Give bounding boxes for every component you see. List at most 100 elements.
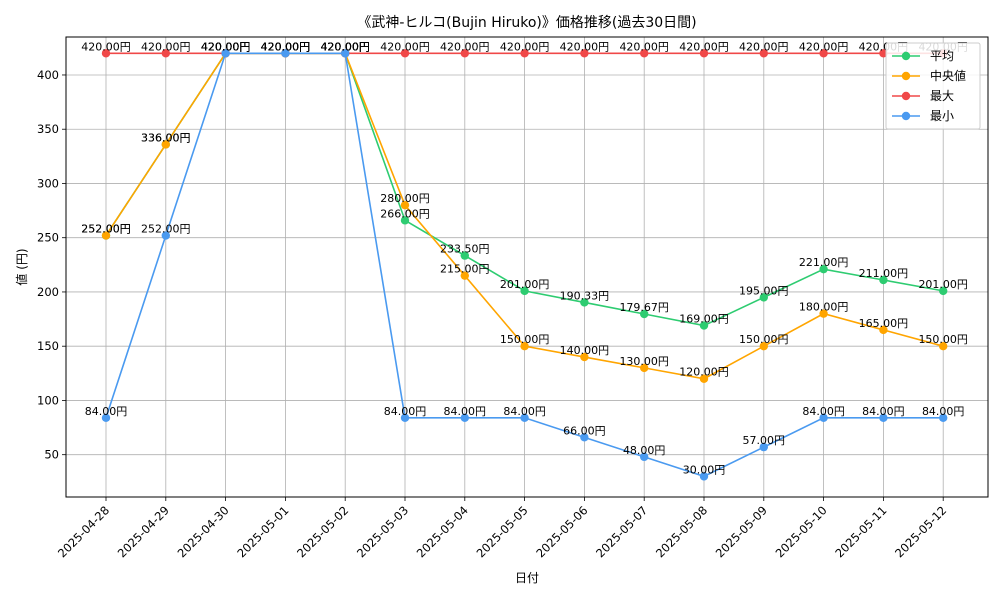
- data-label: 420.00円: [261, 40, 311, 53]
- data-label: 420.00円: [679, 40, 729, 53]
- data-point: [580, 433, 589, 442]
- data-label: 420.00円: [81, 40, 131, 53]
- data-point: [460, 49, 469, 58]
- data-point: [879, 325, 888, 335]
- data-label: 420.00円: [201, 40, 251, 53]
- data-point: [640, 363, 649, 373]
- legend-item: 最小: [892, 109, 954, 123]
- data-point: [699, 321, 709, 330]
- data-label: 420.00円: [201, 40, 251, 53]
- x-tick-label: 2025-05-02: [294, 503, 351, 560]
- chart-title: 《武神-ヒルコ(Bujin Hiruko)》価格推移(過去30日間): [357, 15, 696, 31]
- y-tick-label: 300: [37, 176, 59, 190]
- data-point: [819, 413, 828, 423]
- data-point: [520, 49, 529, 58]
- data-label: 84.00円: [802, 405, 845, 418]
- data-point: [879, 413, 888, 423]
- x-tick-label: 2025-05-05: [474, 503, 531, 560]
- data-point: [341, 49, 350, 58]
- data-point: [879, 275, 888, 285]
- data-point: [161, 49, 170, 58]
- legend-item: 中央値: [892, 68, 966, 83]
- legend-marker: [901, 51, 911, 61]
- data-label: 165.00円: [859, 317, 909, 330]
- data-label: 221.00円: [799, 256, 849, 269]
- data-point: [400, 49, 410, 58]
- data-label: 150.00円: [739, 333, 789, 346]
- data-point: [939, 286, 948, 296]
- data-label: 84.00円: [85, 405, 128, 418]
- data-label: 252.00円: [81, 223, 131, 236]
- legend-box: [885, 42, 981, 130]
- x-axis-label: 日付: [515, 571, 539, 585]
- data-point: [699, 472, 709, 481]
- data-point: [759, 341, 768, 351]
- data-label: 169.00円: [679, 313, 729, 326]
- data-point: [161, 231, 170, 240]
- legend-label: 平均: [930, 49, 954, 63]
- plot-area-frame: [65, 36, 989, 498]
- data-label: 280.00円: [380, 192, 430, 205]
- data-point: [759, 293, 768, 302]
- data-label: 201.00円: [500, 278, 550, 291]
- data-label: 180.00円: [799, 301, 849, 314]
- x-tick-label: 2025-05-10: [773, 503, 830, 560]
- data-label: 420.00円: [560, 40, 610, 53]
- data-label: 66.00円: [563, 424, 606, 437]
- data-label: 195.00円: [739, 284, 789, 297]
- data-point: [580, 352, 589, 362]
- y-tick-label: 250: [37, 231, 59, 245]
- x-tick-label: 2025-05-04: [414, 503, 471, 560]
- data-point: [580, 298, 589, 307]
- data-label: 420.00円: [201, 40, 251, 53]
- data-point: [819, 264, 828, 274]
- data-point: [699, 49, 709, 58]
- data-label: 252.00円: [141, 223, 191, 236]
- x-tick-label: 2025-04-30: [175, 503, 232, 560]
- data-label: 420.00円: [799, 40, 849, 53]
- data-label: 150.00円: [500, 333, 550, 346]
- legend-item: 最大: [892, 89, 954, 103]
- data-label: 420.00円: [261, 40, 311, 53]
- x-tick-label: 2025-05-09: [713, 503, 770, 560]
- y-tick-label: 400: [37, 68, 59, 82]
- legend-label: 中央値: [930, 68, 966, 83]
- x-tick-label: 2025-05-03: [354, 503, 411, 560]
- data-label: 84.00円: [862, 405, 905, 418]
- data-point: [939, 341, 948, 351]
- data-point: [460, 251, 469, 260]
- data-label: 84.00円: [384, 405, 427, 418]
- data-point: [400, 200, 410, 210]
- data-point: [759, 442, 768, 452]
- data-label: 190.33円: [560, 289, 610, 302]
- data-label: 420.00円: [320, 40, 370, 53]
- data-label: 48.00円: [623, 444, 666, 457]
- data-label: 140.00円: [560, 344, 610, 357]
- data-label: 211.00円: [859, 267, 909, 280]
- data-label: 420.00円: [619, 40, 669, 53]
- data-label: 57.00円: [743, 434, 786, 447]
- y-tick-label: 350: [37, 122, 59, 136]
- data-label: 420.00円: [320, 40, 370, 53]
- x-tick-label: 2025-04-29: [115, 503, 172, 560]
- data-point: [640, 49, 649, 58]
- x-tick-label: 2025-05-08: [653, 503, 710, 560]
- legend-item: 平均: [892, 49, 954, 63]
- x-axis: 2025-04-28 2025-04-29 2025-04-30 2025-05-01…: [55, 497, 949, 560]
- data-label: 420.00円: [380, 40, 430, 53]
- x-tick-label: 2025-04-28: [55, 503, 112, 560]
- y-tick-label: 100: [37, 393, 59, 407]
- data-label: 420.00円: [141, 40, 191, 53]
- y-tick-label: 50: [44, 448, 59, 462]
- data-point: [400, 413, 410, 423]
- data-label: 130.00円: [619, 355, 669, 368]
- data-point: [819, 309, 828, 318]
- data-point: [101, 49, 111, 58]
- x-tick-label: 2025-05-07: [593, 503, 650, 560]
- x-tick-label: 2025-05-11: [832, 503, 889, 560]
- data-point: [939, 413, 948, 423]
- data-point: [101, 231, 111, 240]
- data-point: [580, 49, 589, 58]
